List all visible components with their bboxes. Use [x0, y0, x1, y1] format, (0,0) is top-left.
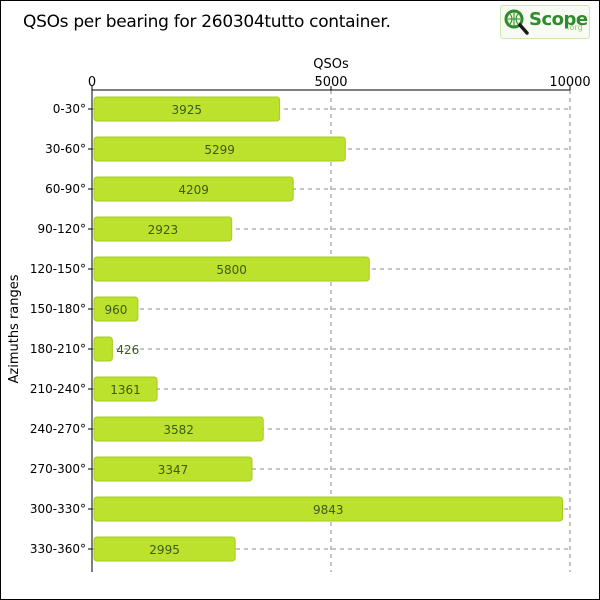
- bar: [93, 456, 253, 482]
- data-label: 960: [104, 303, 127, 317]
- bar: [93, 96, 281, 122]
- category-label: 330-360°: [30, 542, 86, 556]
- category-label: 300-330°: [30, 502, 86, 516]
- data-label: 426: [116, 343, 139, 357]
- bar: [93, 376, 158, 402]
- category-label: 180-210°: [30, 342, 86, 356]
- x-tick-label: 5000: [314, 75, 347, 90]
- x-tick-label: 10000: [549, 75, 590, 90]
- x-tick-label: 0: [88, 75, 96, 90]
- bar: [93, 496, 563, 522]
- bar-series: 3925 5299 4209 2923 5800 960 426 1361 3582 3347 98…: [93, 96, 563, 562]
- bar: [93, 136, 346, 162]
- bar: [93, 256, 370, 282]
- data-label: 2995: [149, 543, 180, 557]
- chart-title: QSOs per bearing for 260304tutto contain…: [23, 12, 391, 32]
- data-label: 1361: [110, 383, 141, 397]
- category-label: 270-300°: [30, 462, 86, 476]
- category-label: 210-240°: [30, 382, 86, 396]
- logo-suffix: .org: [567, 23, 583, 32]
- y-axis-title: Azimuths ranges: [7, 274, 22, 383]
- qrzcq-logo: Scope .org: [500, 5, 590, 39]
- bar: [93, 176, 294, 202]
- data-label: 2923: [148, 223, 179, 237]
- category-label: 30-60°: [45, 142, 86, 156]
- data-label: 3925: [172, 103, 203, 117]
- bar: [93, 336, 113, 362]
- category-label: 120-150°: [30, 262, 86, 276]
- bar: [93, 536, 236, 562]
- bar: [93, 296, 139, 322]
- category-label: 150-180°: [30, 302, 86, 316]
- category-label: 90-120°: [37, 222, 86, 236]
- logo-brand: Scope: [529, 9, 588, 30]
- data-label: 3347: [158, 463, 189, 477]
- data-label: 5299: [204, 143, 235, 157]
- axes: 0 5000 10000 0-30° 30-60° 60-90° 90-120° 120-15…: [30, 75, 591, 572]
- data-label: 4209: [178, 183, 209, 197]
- category-label: 60-90°: [45, 182, 86, 196]
- data-label: 3582: [163, 423, 194, 437]
- data-label: 9843: [313, 503, 344, 517]
- qso-globe-magnifier-icon: [504, 9, 529, 35]
- grid-lines: [92, 90, 571, 572]
- data-label: 5800: [216, 263, 247, 277]
- category-label: 0-30°: [53, 102, 86, 116]
- bar: [93, 416, 264, 442]
- x-axis-title: QSOs: [313, 57, 349, 72]
- category-label: 240-270°: [30, 422, 86, 436]
- bar: [93, 216, 233, 242]
